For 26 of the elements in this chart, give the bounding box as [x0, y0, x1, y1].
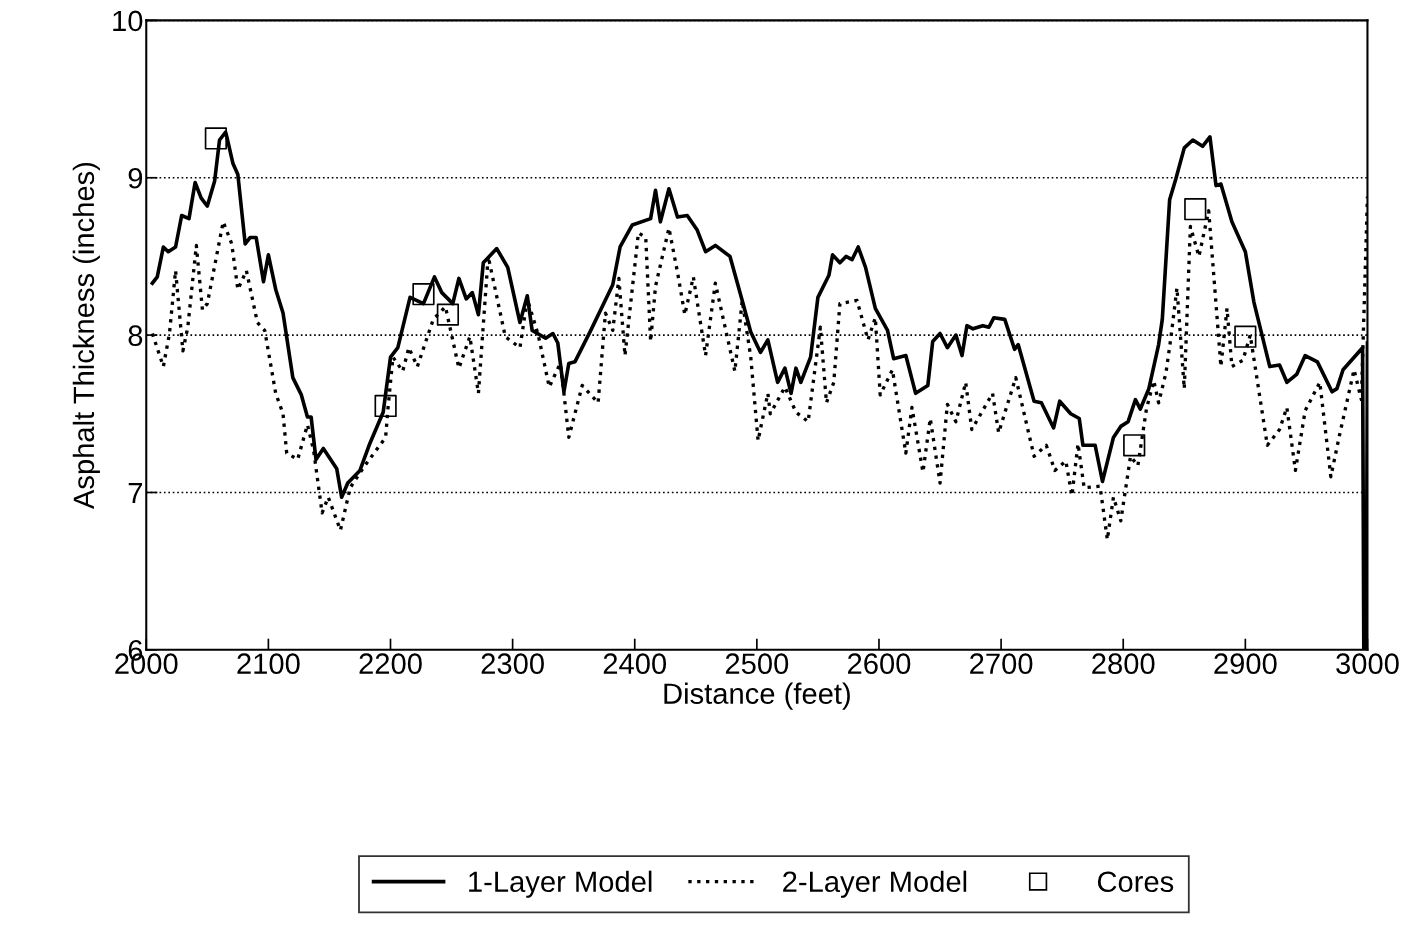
x-tick-label: 2800 — [1092, 653, 1155, 675]
legend-label: 1-Layer Model — [469, 870, 652, 898]
x-tick-label: 2300 — [481, 653, 544, 675]
point — [412, 283, 435, 306]
point — [436, 303, 460, 326]
y-tick-label: 7 — [128, 482, 143, 504]
y-axis-title: Asphalt Thickness (inches) — [72, 162, 100, 510]
x-tick-label: 2900 — [1214, 653, 1277, 675]
x-tick-label: 2700 — [970, 653, 1033, 675]
point — [1123, 434, 1146, 457]
point — [204, 127, 228, 150]
point — [374, 394, 397, 418]
y-tick-label: 10 — [113, 10, 143, 32]
point — [1184, 198, 1207, 221]
legend-label: Cores — [1097, 871, 1174, 893]
y-tick-label: 8 — [128, 325, 143, 346]
x-tick-label: 2500 — [725, 653, 789, 675]
y-tick-label: 9 — [128, 167, 143, 189]
point — [1234, 325, 1257, 348]
legend-label: 2-Layer Model — [783, 870, 967, 898]
x-tick-label: 2200 — [359, 653, 422, 675]
x-tick-label: 2600 — [848, 653, 911, 675]
x-tick-label: 3000 — [1336, 653, 1399, 675]
x-axis-title: Distance (feet) — [664, 682, 850, 710]
x-tick-label: 2400 — [603, 653, 667, 675]
x-tick-label: 2100 — [237, 653, 300, 675]
